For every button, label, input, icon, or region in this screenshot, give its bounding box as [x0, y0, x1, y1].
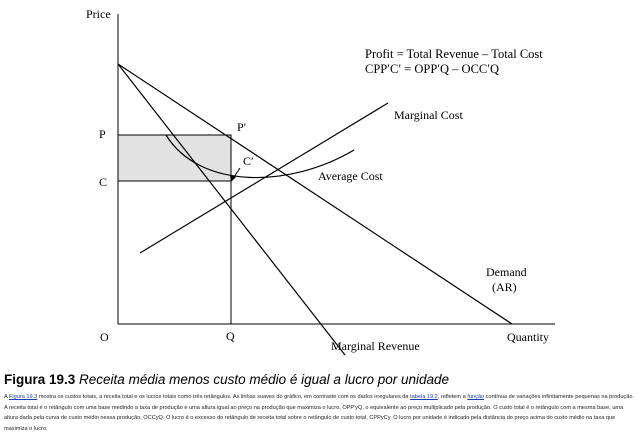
- c-label: C: [99, 175, 107, 189]
- table-link[interactable]: tabela 19.2: [410, 394, 438, 400]
- price-axis-label: Price: [86, 7, 111, 21]
- average-cost-label: Average Cost: [318, 169, 383, 183]
- formula-line-2: CPP′C′ = OPP′Q – OCC′Q: [365, 62, 499, 76]
- quantity-axis-label: Quantity: [507, 330, 549, 344]
- figure-link[interactable]: Figura 19.3: [8, 394, 38, 400]
- demand-curve: [117, 63, 513, 325]
- profit-rectangle: [117, 134, 232, 182]
- marginal-cost-curve: [139, 102, 389, 254]
- demand-label: Demand: [486, 265, 527, 279]
- figure-description: A Figura 19.3 mostra os custos totais, a…: [4, 392, 636, 434]
- figure-caption: Figura 19.3 Receita média menos custo mé…: [4, 372, 636, 387]
- body-text-segment: contínua de variações infinitamente pequ…: [4, 394, 635, 432]
- p-label: P: [99, 127, 106, 141]
- marginal-cost-label: Marginal Cost: [394, 108, 463, 122]
- function-link[interactable]: função: [467, 394, 485, 400]
- origin-label: O: [100, 330, 109, 344]
- figure-title: Receita média menos custo médio é igual …: [79, 372, 450, 387]
- c-prime-label: C′: [243, 154, 254, 168]
- marginal-revenue-label: Marginal Revenue: [331, 339, 420, 353]
- q-label: Q: [226, 329, 235, 343]
- formula-line-1: Profit = Total Revenue – Total Cost: [365, 47, 543, 61]
- body-text-segment: mostra os custos totais, a receita total…: [37, 394, 411, 400]
- average-cost-curve: [165, 134, 355, 179]
- figure-number: Figura 19.3: [4, 372, 76, 387]
- profit-diagram: Price Quantity O P C Q P′ C′ Profit = To…: [86, 7, 555, 356]
- p-prime-label: P′: [237, 120, 247, 134]
- body-text-segment: A: [4, 394, 9, 400]
- marginal-revenue-curve: [117, 63, 346, 356]
- body-text-segment: , refletem a: [437, 394, 468, 400]
- demand-ar-label: (AR): [492, 280, 517, 294]
- c-prime-arrowhead: [230, 175, 236, 182]
